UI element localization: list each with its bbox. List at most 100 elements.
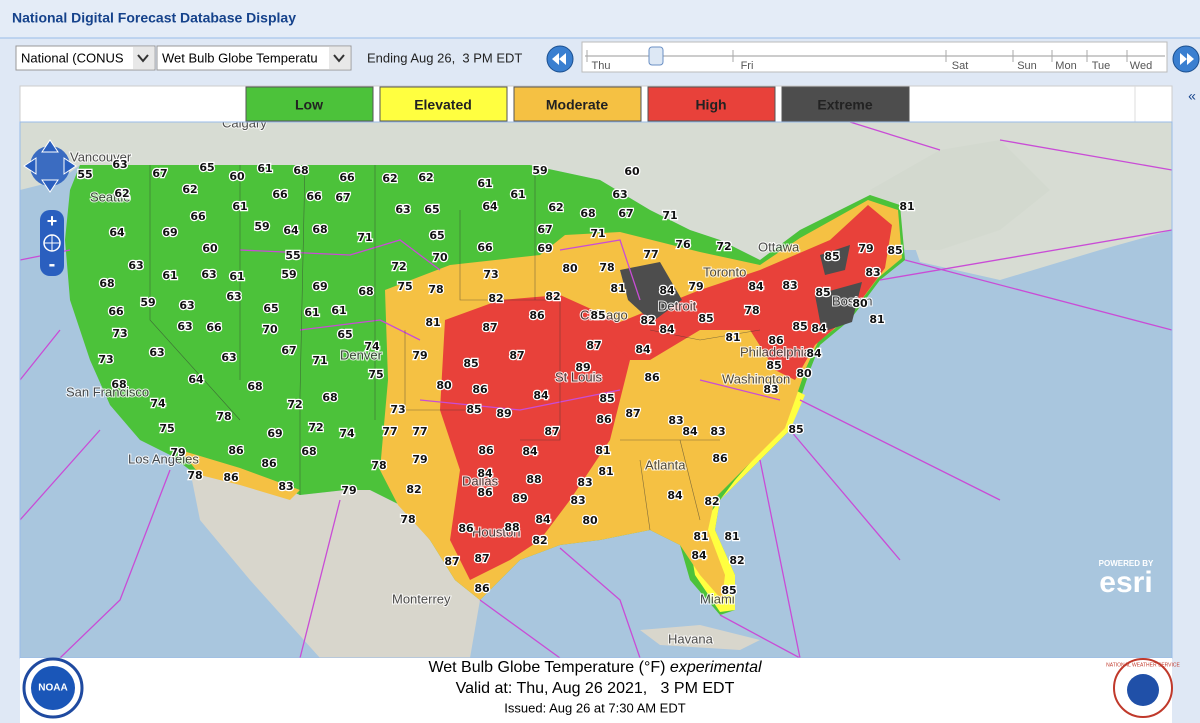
zoom-out[interactable]: - [49,253,56,275]
forecast-value: 72 [391,260,406,273]
city-label: Calgary [222,115,267,130]
forecast-value: 69 [537,242,552,255]
forecast-value: 79 [341,484,356,497]
collapse-button[interactable]: « [1188,88,1196,104]
canada-land [20,122,1172,280]
forecast-value: 76 [675,238,691,251]
forecast-value: 63 [179,299,194,312]
forecast-value: 80 [582,514,598,527]
forecast-value: 80 [436,379,452,392]
forecast-value: 63 [226,290,241,303]
city-label: Seattle [90,189,130,204]
forecast-value: 67 [537,223,552,236]
mexico-land [190,470,480,658]
day-label: Thu [592,60,611,72]
forecast-value: 59 [140,296,155,309]
city-label: Dallas [462,473,499,488]
city-label: St Louis [555,369,602,384]
city-label: Los Angeles [128,451,199,466]
maritimes-land [870,140,1050,250]
extreme-region [820,245,850,275]
forecast-value: 84 [659,284,675,297]
forecast-value: 79 [858,242,873,255]
forecast-value: 67 [618,207,633,220]
title-text: Wet Bulb Globe Temperature (°F) [428,659,665,676]
city-label: Vancouver [70,149,132,164]
forecast-value: 62 [382,172,397,185]
city-label: Boston [832,293,872,308]
forecast-value: 82 [545,290,560,303]
forecast-value: 81 [724,530,739,543]
forecast-value: 81 [595,444,610,457]
forecast-value: 87 [444,555,459,568]
issued-time: Issued: Aug 26 at 7:30 AM EDT [504,700,685,715]
forecast-value: 81 [610,282,625,295]
day-label: Fri [741,60,754,72]
forecast-value: 71 [590,227,605,240]
forecast-value: 81 [693,530,708,543]
forecast-value: 73 [112,327,127,340]
timeline-handle[interactable] [648,46,664,66]
forecast-value: 75 [368,368,383,381]
forecast-value: 68 [322,391,337,404]
forecast-value: 84 [533,389,549,402]
forecast-value: 82 [704,495,719,508]
forecast-value: 61 [229,270,244,283]
city-label: San Francisco [66,384,149,399]
city-label: Monterrey [392,591,451,606]
forecast-value: 84 [535,513,551,526]
forecast-value: 84 [806,347,822,360]
forecast-value: 65 [337,328,352,341]
chevron [137,54,149,63]
forecast-value: 85 [721,584,736,597]
city-label: Atlanta [645,457,686,472]
select-arrow[interactable] [329,47,350,69]
forecast-value: 72 [287,398,302,411]
icon [44,235,60,251]
forecast-value: 83 [577,476,592,489]
forecast-value: 86 [596,413,612,426]
forecast-value: 74 [364,340,380,353]
forecast-value: 61 [232,200,247,213]
pan-control[interactable] [30,146,70,186]
city-label: Miami [700,591,735,606]
legend-label: High [695,97,726,113]
forecast-value: 68 [111,378,126,391]
forecast-value: 64 [188,373,204,386]
forecast-value: 86 [768,334,784,347]
city-label: Toronto [703,264,746,279]
extreme-region [815,282,862,332]
city-label: Philadelphia [740,344,812,359]
legend-swatch [647,86,776,122]
forecast-value: 85 [887,244,902,257]
legend-label: Extreme [817,97,872,113]
timeline[interactable] [581,41,1168,73]
region-select[interactable] [15,45,156,71]
forecast-value: 83 [763,383,778,396]
forecast-value: 86 [228,444,244,457]
forecast-value: 55 [77,168,92,181]
legend-swatch [781,86,910,122]
legend-swatch [379,86,508,122]
forecast-value: 66 [206,321,222,334]
forecast-value: 85 [466,403,481,416]
chevron [333,54,345,63]
forecast-value: 73 [98,353,113,366]
element-select[interactable] [156,45,352,71]
forecast-value: 63 [612,188,627,201]
valid-time: Valid at: Thu, Aug 26 2021, 3 PM EDT [456,680,735,697]
forecast-value: 84 [748,280,764,293]
forecast-value: 87 [625,407,640,420]
forecast-value: 85 [788,423,803,436]
select-arrow[interactable] [133,47,154,69]
forecast-value: 82 [532,534,547,547]
pan-arrows[interactable] [23,139,77,193]
forecast-value: 88 [504,521,519,534]
zoom-in[interactable]: + [47,211,58,231]
state-lines [149,164,761,531]
forecast-value: 84 [477,467,493,480]
forecast-value: 77 [382,425,397,438]
forecast-value: 68 [358,285,373,298]
forecast-value: 78 [187,469,202,482]
forecast-value: 74 [150,397,166,410]
